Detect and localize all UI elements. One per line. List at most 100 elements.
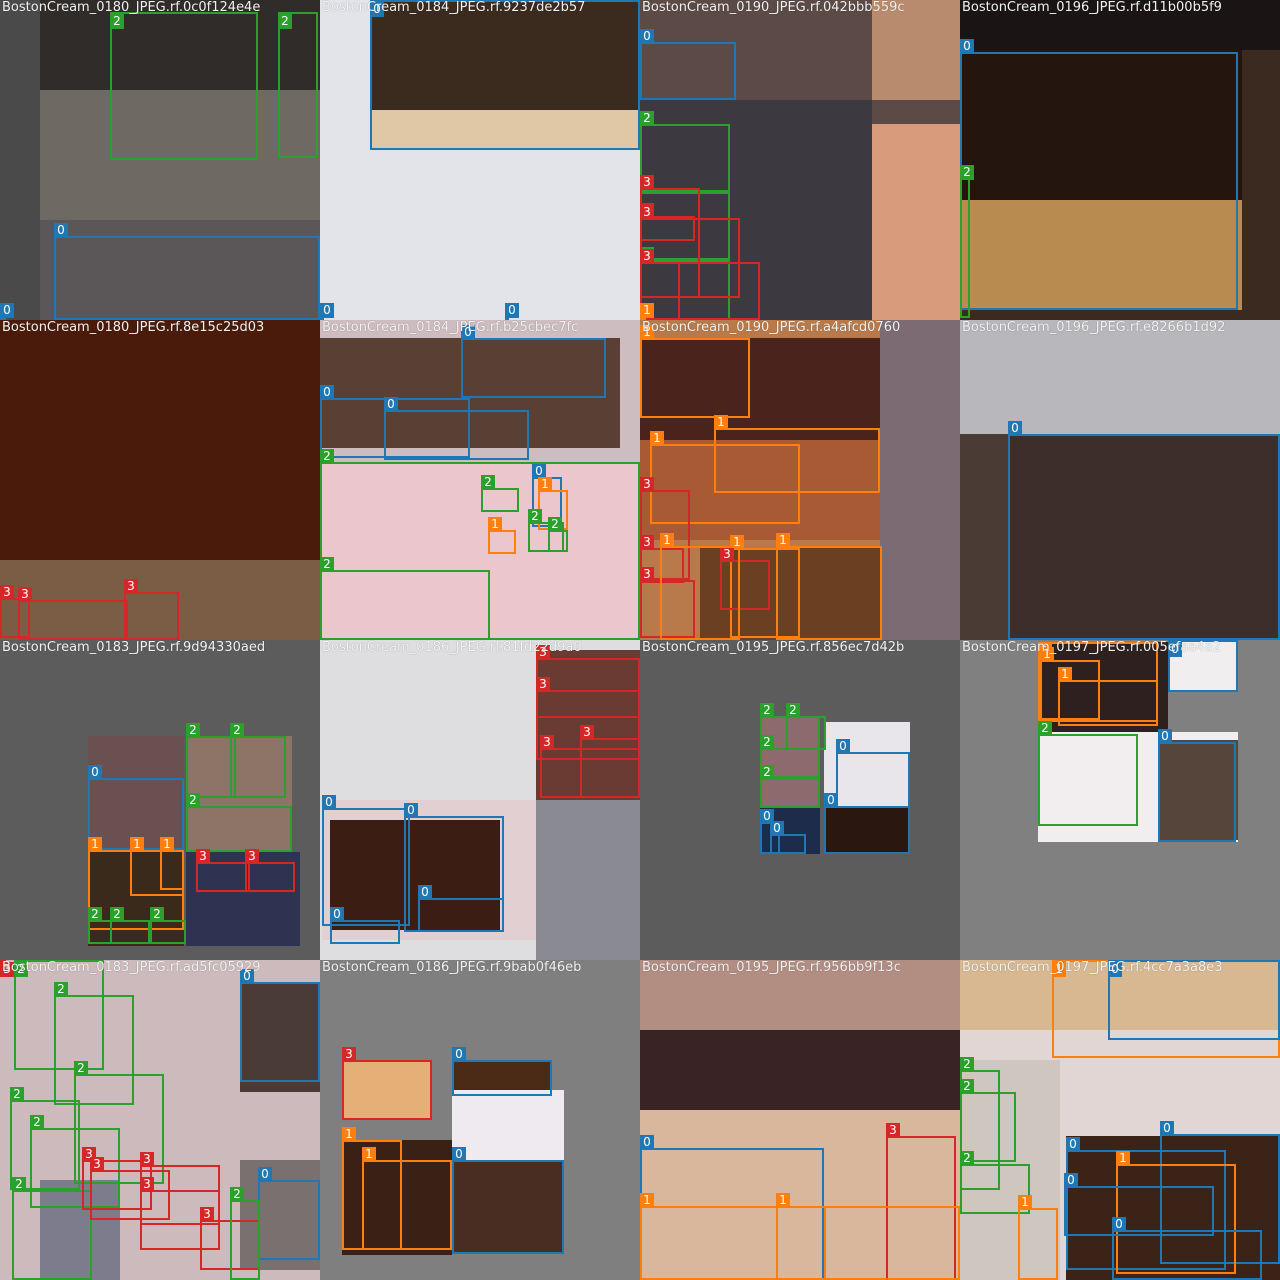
bounding-box-class-1: 1 xyxy=(1018,1195,1058,1280)
bounding-box-class-0: 0 xyxy=(1064,1173,1214,1236)
class-label: 0 xyxy=(1008,421,1022,436)
image-region xyxy=(824,722,910,808)
class-label: 2 xyxy=(110,14,124,29)
class-label: 0 xyxy=(1108,962,1122,977)
class-label: 1 xyxy=(650,431,664,446)
bounding-box-class-1: 1 xyxy=(1058,667,1158,726)
class-label: 2 xyxy=(760,735,774,750)
bounding-box-class-3: 3 xyxy=(90,1157,170,1220)
image-region xyxy=(760,716,820,808)
class-label: 2 xyxy=(10,1087,24,1102)
bounding-box-class-1: 1 xyxy=(362,1147,452,1250)
mosaic-tile: BostonCream_0180_JPEG.rf.8e15c25d03 3 3 3 xyxy=(0,320,320,640)
class-label: 3 xyxy=(124,579,138,594)
bounding-box-class-2: 2 xyxy=(960,165,974,318)
class-label: 1 xyxy=(1052,962,1066,977)
bounding-box-class-2: 2 xyxy=(528,509,564,552)
bounding-box-class-1: 1 xyxy=(714,415,880,493)
tile-filename: BostonCream_0180_JPEG.rf.0c0f124e4e xyxy=(2,0,261,15)
bounding-box-class-0: 0 xyxy=(1108,960,1280,1040)
bounding-box-class-0: 0 xyxy=(258,1167,320,1260)
image-region xyxy=(320,338,620,448)
mosaic-tile: BostonCream_0183_JPEG.rf.ad5fc05929 3 2 2 2 2… xyxy=(0,960,320,1280)
class-label: 3 xyxy=(140,1152,154,1167)
class-label: 2 xyxy=(760,765,774,780)
image-region xyxy=(370,110,640,150)
bounding-box-class-2: 2 xyxy=(54,982,134,1105)
class-label: 3 xyxy=(0,585,14,600)
bounding-box-class-0: 0 xyxy=(1168,640,1238,692)
class-label: 1 xyxy=(714,415,728,430)
bounding-box-class-1: 1 xyxy=(1040,647,1100,720)
tile-filename: BostonCream_0180_JPEG.rf.8e15c25d03 xyxy=(2,320,265,335)
class-label: 3 xyxy=(640,535,654,550)
tile-filename: BostonCream_0184_JPEG.rf.9237de2b57 xyxy=(322,0,586,15)
class-label: 0 xyxy=(760,809,774,824)
bounding-box-class-3: 3 xyxy=(720,547,770,610)
bounding-box-class-3: 3 xyxy=(124,579,179,640)
mosaic-tile: BostonCream_0195_JPEG.rf.956bb9f13c 0 3 1 1 xyxy=(640,960,960,1280)
bounding-box-class-2: 2 xyxy=(10,1087,80,1190)
bounding-box-class-0: 0 xyxy=(770,821,806,854)
class-label: 0 xyxy=(404,803,418,818)
class-label: 0 xyxy=(54,223,68,238)
class-label: 2 xyxy=(230,723,244,738)
bounding-box-class-0: 0 xyxy=(452,1047,552,1096)
class-label: 2 xyxy=(110,907,124,922)
image-region xyxy=(640,960,960,1030)
bounding-box-class-1: 1 xyxy=(640,303,654,320)
class-label: 1 xyxy=(776,1193,790,1208)
image-region xyxy=(1008,434,1280,640)
bounding-box-class-0: 0 xyxy=(640,29,736,100)
class-label: 3 xyxy=(196,849,210,864)
class-label: 3 xyxy=(640,249,654,264)
class-label: 3 xyxy=(720,547,734,562)
class-label: 0 xyxy=(384,397,398,412)
class-label: 0 xyxy=(452,1047,466,1062)
image-region xyxy=(88,736,184,856)
image-region xyxy=(960,320,1280,435)
tile-filename: BostonCream_0196_JPEG.rf.d11b00b5f9 xyxy=(962,0,1222,15)
class-label: 1 xyxy=(660,533,674,548)
bounding-box-class-1: 1 xyxy=(160,837,184,890)
image-region xyxy=(640,1030,960,1110)
bounding-box-class-0: 0 xyxy=(330,907,400,944)
class-label: 0 xyxy=(532,464,546,479)
image-region xyxy=(342,1060,432,1120)
class-label: 3 xyxy=(640,477,654,492)
tile-filename: BostonCream_0197_JPEG.rf.005efaa4a2 xyxy=(962,640,1221,655)
class-label: 3 xyxy=(18,587,32,602)
bounding-box-class-0: 0 xyxy=(418,885,504,932)
class-label: 2 xyxy=(786,703,800,718)
class-label: 0 xyxy=(320,385,334,400)
bounding-box-class-0: 0 xyxy=(824,793,910,854)
class-label: 3 xyxy=(536,645,550,660)
image-region xyxy=(88,850,184,946)
bounding-box-class-0: 0 xyxy=(1066,1137,1226,1270)
class-label: 1 xyxy=(1040,647,1054,662)
bounding-box-class-2: 2 xyxy=(320,557,490,640)
image-region xyxy=(342,1140,452,1255)
class-label: 0 xyxy=(640,1135,654,1150)
bounding-box-class-0: 0 xyxy=(1112,1217,1262,1280)
tile-filename: BostonCream_0184_JPEG.rf.b25cbec7fc xyxy=(322,320,579,335)
tile-filename: BostonCream_0195_JPEG.rf.956bb9f13c xyxy=(642,960,901,975)
class-label: 0 xyxy=(322,795,336,810)
class-label: 0 xyxy=(824,793,838,808)
class-label: 3 xyxy=(640,205,654,220)
image-region xyxy=(40,1180,120,1280)
bounding-box-class-0: 0 xyxy=(240,969,320,1082)
class-label: 0 xyxy=(1168,642,1182,657)
mosaic-tile: BostonCream_0195_JPEG.rf.856ec7d42b 2 2 2 2 0… xyxy=(640,640,960,960)
class-label: 1 xyxy=(488,517,502,532)
bounding-box-class-2: 2 xyxy=(278,12,318,158)
class-label: 0 xyxy=(505,303,519,318)
bounding-box-class-2: 2 xyxy=(110,907,150,944)
image-region xyxy=(452,1090,564,1160)
bounding-box-class-2: 2 xyxy=(1038,721,1138,826)
class-label: 0 xyxy=(770,821,784,836)
image-region xyxy=(872,0,960,100)
class-label: 0 xyxy=(1112,1217,1126,1232)
bounding-box-class-1: 1 xyxy=(660,533,740,640)
class-label: 2 xyxy=(481,475,495,490)
